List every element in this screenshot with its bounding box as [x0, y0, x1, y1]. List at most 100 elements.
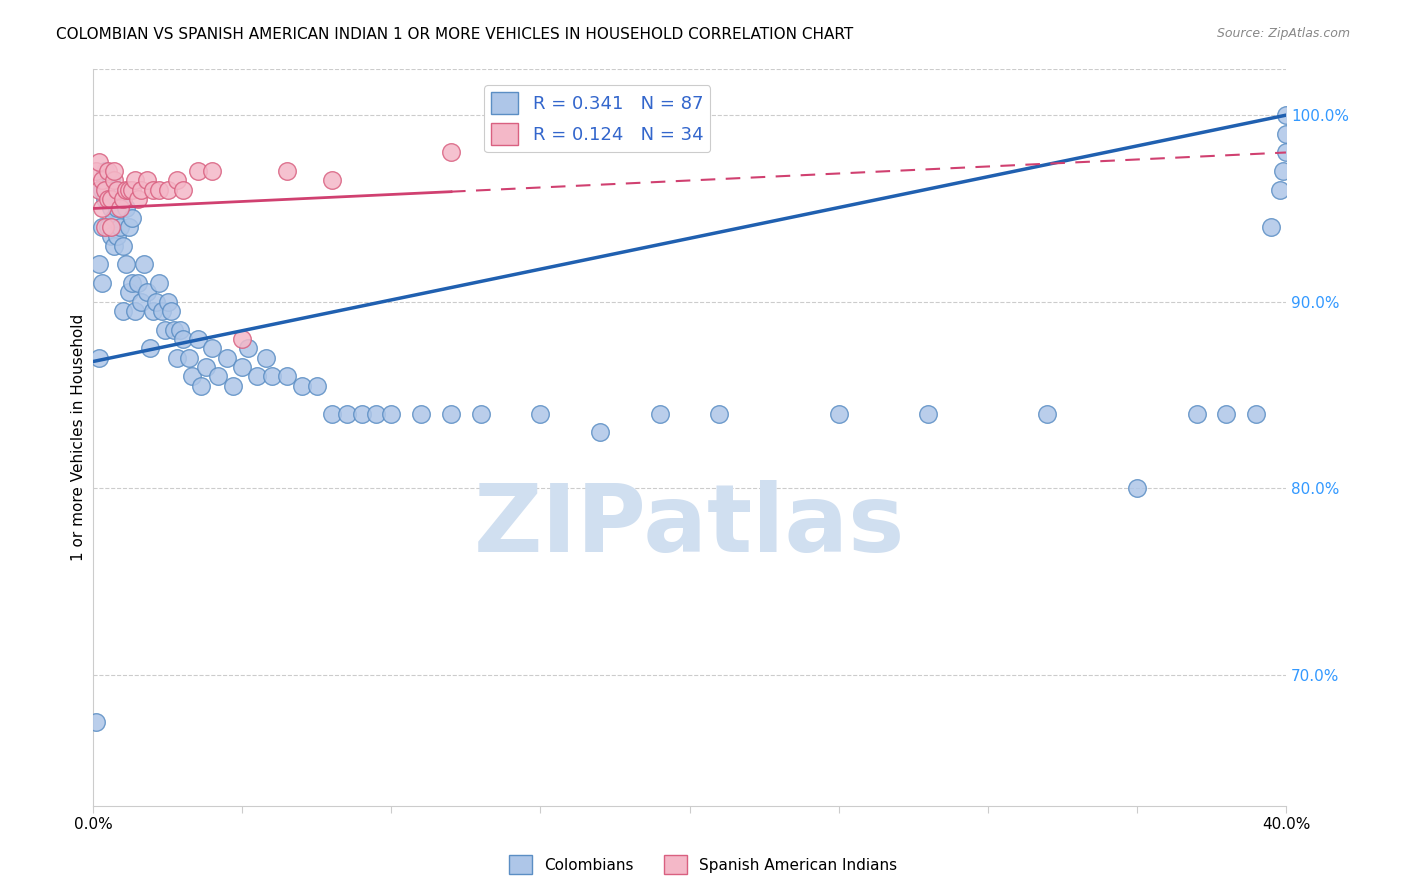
Point [440, 407, 463, 421]
Point [100, 229, 122, 244]
Point [222, 378, 245, 392]
Legend: R = 0.341   N = 87, R = 0.124   N = 34: R = 0.341 N = 87, R = 0.124 N = 34 [484, 85, 710, 153]
Point [94, 183, 117, 197]
Point [254, 351, 277, 365]
Point [177, 351, 200, 365]
Point [1268, 183, 1291, 197]
Text: COLOMBIAN VS SPANISH AMERICAN INDIAN 1 OR MORE VEHICLES IN HOUSEHOLD CORRELATION: COLOMBIAN VS SPANISH AMERICAN INDIAN 1 O… [56, 27, 853, 42]
Y-axis label: 1 or more Vehicles in Household: 1 or more Vehicles in Household [72, 313, 86, 561]
Point [1272, 164, 1295, 178]
Point [89, 183, 111, 197]
Point [366, 407, 388, 421]
Point [108, 220, 131, 235]
Point [118, 285, 141, 300]
Point [145, 294, 167, 309]
Point [139, 342, 162, 356]
Point [84, 164, 107, 178]
Point [163, 323, 186, 337]
Point [124, 173, 146, 187]
Point [111, 192, 134, 206]
Point [648, 407, 671, 421]
Point [94, 192, 117, 206]
Point [246, 369, 269, 384]
Point [100, 202, 122, 216]
Point [380, 407, 402, 421]
Point [321, 407, 343, 421]
Point [207, 369, 229, 384]
Point [115, 257, 138, 271]
Point [97, 220, 120, 235]
Point [100, 192, 122, 206]
Point [1275, 108, 1298, 122]
Point [115, 183, 138, 197]
Point [709, 407, 731, 421]
Point [1275, 127, 1298, 141]
Point [231, 332, 253, 346]
Point [172, 332, 194, 346]
Point [89, 257, 111, 271]
Point [105, 183, 128, 197]
Point [89, 351, 111, 365]
Point [103, 173, 125, 187]
Point [84, 714, 107, 729]
Point [470, 407, 492, 421]
Point [129, 183, 152, 197]
Point [118, 183, 141, 197]
Point [201, 164, 224, 178]
Point [187, 164, 209, 178]
Point [111, 239, 134, 253]
Point [118, 220, 141, 235]
Point [91, 183, 114, 197]
Point [1126, 482, 1149, 496]
Point [187, 332, 209, 346]
Point [108, 202, 131, 216]
Point [121, 211, 143, 225]
Point [827, 407, 849, 421]
Point [156, 183, 179, 197]
Point [262, 369, 284, 384]
Point [132, 257, 155, 271]
Point [142, 183, 165, 197]
Point [238, 342, 260, 356]
Point [89, 154, 111, 169]
Point [156, 294, 179, 309]
Point [94, 164, 117, 178]
Point [1260, 220, 1282, 235]
Point [276, 164, 298, 178]
Point [148, 183, 170, 197]
Point [91, 173, 114, 187]
Text: Source: ZipAtlas.com: Source: ZipAtlas.com [1216, 27, 1350, 40]
Point [169, 323, 191, 337]
Point [129, 294, 152, 309]
Point [91, 220, 114, 235]
Text: ZIPatlas: ZIPatlas [474, 480, 905, 572]
Point [411, 407, 433, 421]
Point [127, 192, 149, 206]
Point [124, 304, 146, 318]
Point [321, 173, 343, 187]
Point [1036, 407, 1059, 421]
Point [97, 192, 120, 206]
Point [121, 183, 143, 197]
Point [190, 378, 212, 392]
Point [291, 378, 314, 392]
Point [201, 342, 224, 356]
Point [100, 220, 122, 235]
Legend: Colombians, Spanish American Indians: Colombians, Spanish American Indians [503, 849, 903, 880]
Point [150, 304, 173, 318]
Point [135, 173, 157, 187]
Point [142, 304, 165, 318]
Point [115, 202, 138, 216]
Point [336, 407, 359, 421]
Point [172, 183, 194, 197]
Point [94, 173, 117, 187]
Point [166, 173, 188, 187]
Point [231, 360, 253, 375]
Point [217, 351, 239, 365]
Point [195, 360, 218, 375]
Point [111, 304, 134, 318]
Point [1185, 407, 1208, 421]
Point [91, 276, 114, 290]
Point [103, 239, 125, 253]
Point [148, 276, 170, 290]
